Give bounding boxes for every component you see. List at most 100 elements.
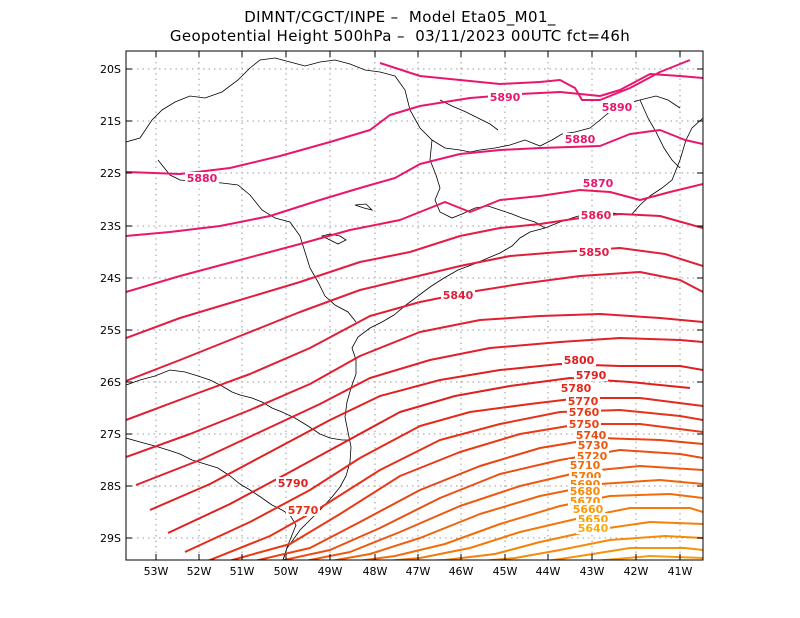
contour-5780: [184, 397, 703, 553]
contour-label-5850: 5850: [579, 246, 610, 259]
lon-tick-label: 51W: [230, 565, 255, 578]
graticule: [126, 51, 703, 560]
contour-5870: [126, 129, 703, 237]
contour-label-bg: [559, 382, 593, 394]
contour-label-5750: 5750: [569, 418, 600, 431]
contour-5750: [254, 437, 703, 560]
lon-tick-label: 45W: [493, 565, 518, 578]
contour-5770: [207, 409, 703, 560]
lon-tick-label: 48W: [363, 565, 388, 578]
lon-tick-label: 42W: [624, 565, 649, 578]
contour-label-5770: 5770: [288, 504, 319, 517]
contour-label-5790: 5790: [278, 477, 309, 490]
lat-tick-label: 22S: [100, 167, 121, 180]
contour-label-bg: [577, 246, 611, 258]
contour-label-5890: 5890: [490, 91, 521, 104]
contour-label-5760: 5760: [569, 406, 600, 419]
contour-label-bg: [568, 459, 602, 471]
contour-5810: [135, 337, 703, 486]
title-line-1: DIMNT/CGCT/INPE – Model Eta05_M01_: [244, 8, 556, 26]
contour-label-bg: [488, 91, 522, 103]
contour-label-5680: 5680: [570, 485, 601, 498]
contour-label-bg: [276, 477, 310, 489]
lon-tick-label: 41W: [668, 565, 693, 578]
contour-label-5890: 5890: [602, 101, 633, 114]
contour-label-5840: 5840: [443, 289, 474, 302]
contour-5730: [304, 465, 703, 560]
contour-5710: [357, 493, 703, 560]
contour-5660: [594, 555, 703, 560]
contour-5880: [126, 73, 703, 175]
contour-label-bg: [600, 101, 634, 113]
lon-tick-label: 50W: [274, 565, 299, 578]
contour-label-5640: 5640: [578, 522, 609, 535]
lat-tick-label: 21S: [100, 115, 121, 128]
lat-tick-label: 20S: [100, 63, 121, 76]
title-line-2: Geopotential Height 500hPa – 03/11/2023 …: [169, 27, 631, 45]
contour-label-5860: 5860: [581, 209, 612, 222]
contour-label-5800: 5800: [564, 354, 595, 367]
contour-label-bg: [576, 522, 610, 534]
lat-tick-label: 28S: [100, 480, 121, 493]
plot-frame: [125, 50, 704, 561]
contour-5680: [481, 535, 703, 560]
lat-tick-label: 29S: [100, 532, 121, 545]
contour-label-bg: [567, 418, 601, 430]
contour-5690: [422, 521, 703, 560]
contour-label-bg: [571, 503, 605, 515]
contour-5890: [379, 59, 691, 101]
contour-label-bg: [441, 289, 475, 301]
contour-label-bg: [574, 429, 608, 441]
lake-outline: [320, 233, 347, 245]
contour-5670: [546, 547, 703, 560]
contour-label-bg: [286, 504, 320, 516]
contour-5860: [126, 183, 703, 293]
river-line: [439, 99, 499, 131]
contour-label-bg: [576, 439, 610, 451]
contour-5800: [149, 363, 703, 511]
contour-label-5880: 5880: [565, 133, 596, 146]
border-line: [126, 369, 350, 441]
contour-5700: [386, 507, 703, 560]
contour-label-5660: 5660: [573, 503, 604, 516]
contour-label-5710: 5710: [570, 459, 601, 472]
lon-tick-label: 53W: [144, 565, 169, 578]
lon-tick-label: 46W: [449, 565, 474, 578]
lat-tick-label: 25S: [100, 324, 121, 337]
border-line: [429, 139, 546, 229]
border-line: [126, 437, 297, 560]
contour-5760: [228, 423, 703, 560]
lon-tick-label: 43W: [580, 565, 605, 578]
contour-label-5790: 5790: [576, 369, 607, 382]
contour-label-bg: [185, 172, 219, 184]
contour-label-bg: [574, 369, 608, 381]
axis-ticks: 20S 21S 22S 23S 24S 25S 26S 27S 28S 29S 53W 52W 51W 5…: [100, 51, 703, 578]
contour-5720: [330, 479, 703, 560]
contour-5740: [279, 449, 703, 560]
contour-label-5770: 5770: [568, 395, 599, 408]
lon-tick-label: 44W: [536, 565, 561, 578]
contour-label-bg: [568, 485, 602, 497]
contour-label-bg: [581, 177, 615, 189]
contour-label-5870: 5870: [583, 177, 614, 190]
coastline: [282, 117, 703, 560]
contour-label-bg: [567, 406, 601, 418]
contour-5840: [126, 247, 703, 382]
border-line: [126, 57, 396, 143]
contour-label-bg: [579, 209, 613, 221]
border-line: [639, 99, 681, 169]
lon-tick-label: 47W: [406, 565, 431, 578]
contour-label-bg: [563, 133, 597, 145]
lat-tick-label: 27S: [100, 428, 121, 441]
lake-outline: [354, 203, 374, 211]
lat-tick-label: 26S: [100, 376, 121, 389]
contour-label-5880: 5880: [187, 172, 218, 185]
contour-label-5740: 5740: [576, 429, 607, 442]
contour-5850: [126, 213, 703, 339]
contour-label-bg: [566, 395, 600, 407]
lat-tick-label: 24S: [100, 272, 121, 285]
contour-5820: [126, 313, 703, 458]
contour-label-5730: 5730: [578, 439, 609, 452]
